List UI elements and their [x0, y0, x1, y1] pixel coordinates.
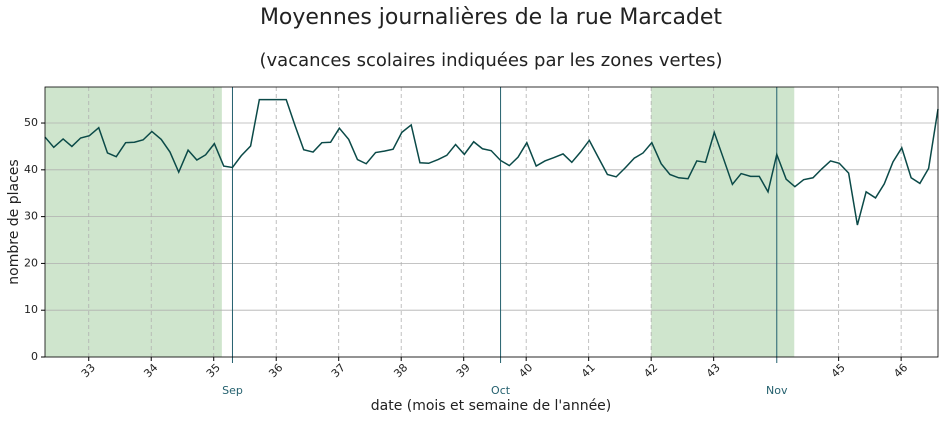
holiday-zone	[651, 87, 795, 357]
x-tick-label: 42	[641, 361, 660, 380]
holiday-zone	[45, 87, 222, 357]
y-tick-label: 50	[24, 116, 38, 129]
y-tick-label: 10	[24, 303, 38, 316]
x-tick-label: 43	[704, 361, 723, 380]
x-tick-label: 35	[204, 361, 223, 380]
x-tick-label: 41	[579, 361, 598, 380]
x-tick-label: 37	[329, 361, 348, 380]
x-tick-label: 36	[266, 361, 285, 380]
plot-frame	[44, 86, 939, 358]
x-tick-label: 38	[391, 361, 410, 380]
month-label: Nov	[766, 384, 788, 397]
chart-subtitle: (vacances scolaires indiquées par les zo…	[260, 50, 723, 71]
x-tick-label: 45	[829, 361, 848, 380]
y-tick-label: 30	[24, 210, 38, 223]
y-tick-label: 0	[31, 350, 38, 363]
x-tick-label: 39	[454, 361, 473, 380]
y-tick-label: 20	[24, 256, 38, 269]
x-tick-label: 34	[141, 361, 160, 380]
data-line	[44, 98, 939, 226]
y-axis-label: nombre de places	[6, 159, 22, 284]
x-tick-label: 33	[79, 361, 98, 380]
chart-title: Moyennes journalières de la rue Marcadet	[260, 5, 722, 30]
x-tick-label: 40	[516, 361, 535, 380]
month-label: Sep	[222, 384, 243, 397]
x-axis-label: date (mois et semaine de l'année)	[371, 398, 612, 414]
month-label: Oct	[491, 384, 511, 397]
x-tick-label: 46	[891, 361, 910, 380]
y-tick-label: 40	[24, 163, 38, 176]
